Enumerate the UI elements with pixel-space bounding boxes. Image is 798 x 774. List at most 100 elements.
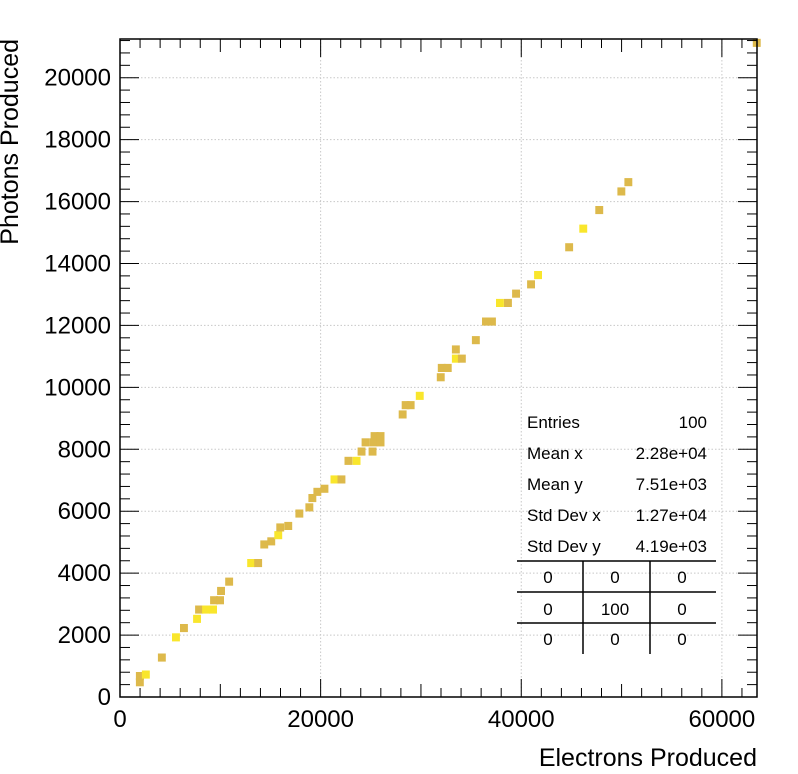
plot-frame [119,38,758,698]
data-bin [209,605,217,614]
data-bin [595,206,604,215]
data-bin [471,336,480,345]
stats-grid-cell: 0 [543,630,552,649]
data-bin [504,298,512,307]
data-bin [195,605,203,614]
stats-label: Std Dev y [527,537,601,556]
data-bin [369,438,378,447]
y-tick-label: 6000 [58,498,111,525]
y-axis-title: Photons Produced [0,39,24,245]
data-bin [398,410,407,419]
stats-grid-cell: 100 [601,600,629,619]
data-bin [482,317,490,326]
data-bin [457,354,466,363]
stats-grid-cell: 0 [543,568,552,587]
stats-value: 100 [679,413,707,432]
data-bin [202,605,210,614]
data-bin [357,447,366,456]
data-bin [141,670,150,679]
data-bin [308,494,317,503]
data-bin [451,345,460,354]
stats-label: Std Dev x [527,506,601,525]
data-bin [274,531,283,540]
data-bin [330,475,339,484]
data-bin [254,559,263,568]
data-bin [534,271,542,280]
data-bin [276,523,285,532]
stats-value: 1.27e+04 [636,506,707,525]
data-bin [496,298,504,307]
data-bin [527,280,535,289]
data-bin [512,289,520,298]
data-bin [135,672,144,681]
stats-grid-cell: 0 [610,568,619,587]
y-tick-label: 20000 [44,65,111,92]
data-bin [415,391,424,400]
data-bin [157,653,166,662]
y-tick-label: 0 [98,684,111,711]
data-bin [313,487,322,496]
data-bin [370,432,379,441]
y-tick-label: 8000 [58,436,111,463]
data-bin [305,503,314,512]
stats-grid-cell: 0 [543,600,552,619]
y-tick-label: 18000 [44,127,111,154]
data-bin [579,224,588,233]
x-tick-label: 40000 [488,706,555,733]
x-axis-title: Electrons Produced [539,744,757,772]
x-tick-label: 0 [113,706,126,733]
data-bin [135,678,144,687]
stats-label: Mean x [527,444,583,463]
data-bin [368,447,377,456]
data-bin [443,363,452,372]
data-bin [216,596,224,605]
data-bin [451,354,460,363]
data-bin [337,475,346,484]
data-bin [376,438,385,447]
data-bin [193,614,201,623]
data-bins [135,38,761,687]
data-bin [247,559,256,568]
data-bin [172,633,180,642]
y-tick-label: 4000 [58,560,111,587]
data-bin [401,401,410,410]
y-tick-label: 16000 [44,189,111,216]
y-tick-label: 14000 [44,250,111,277]
y-tick-label: 10000 [44,374,111,401]
axis-ticks [119,39,757,698]
data-bin [267,537,276,546]
data-bin [180,624,188,633]
stats-box: Entries 100 Mean x 2.28e+04 Mean y 7.51e+03 St… [517,413,716,654]
stats-label: Entries [527,413,580,432]
data-bin [352,456,361,465]
data-bin [406,401,415,410]
grid-lines [120,39,757,697]
data-bin [320,484,329,493]
stats-value: 2.28e+04 [636,444,707,463]
stats-value: 4.19e+03 [636,537,707,556]
stats-value: 7.51e+03 [636,475,707,494]
x-tick-label: 20000 [287,706,354,733]
data-bin [217,586,225,595]
data-bin [284,521,293,530]
stats-grid-cell: 0 [677,600,686,619]
data-bin [260,540,269,549]
axis-tick-labels: 0 20000 40000 60000020004000600080001000012… [44,65,755,733]
stats-grid-cell: 0 [610,630,619,649]
data-bin [376,432,385,441]
data-bin [565,243,574,252]
data-bin [344,456,353,465]
data-bin [295,509,304,518]
data-bin [617,187,626,196]
data-bin [225,577,234,586]
data-bin [436,373,445,382]
y-tick-label: 2000 [58,622,111,649]
x-tick-label: 60000 [689,706,756,733]
data-bin [488,317,496,326]
stats-label: Mean y [527,475,583,494]
stats-grid-cell: 0 [677,568,686,587]
data-bin [437,363,446,372]
data-bin [624,178,633,187]
y-tick-label: 12000 [44,312,111,339]
